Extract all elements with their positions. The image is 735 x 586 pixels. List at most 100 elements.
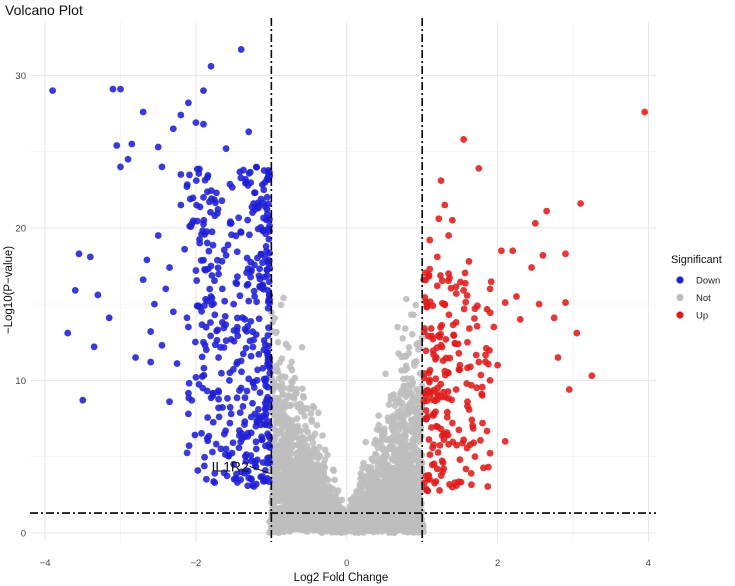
up-point bbox=[477, 436, 484, 444]
not-point bbox=[406, 401, 413, 408]
not-point bbox=[394, 323, 401, 331]
down-point bbox=[240, 166, 247, 174]
down-point bbox=[198, 321, 206, 329]
down-point bbox=[257, 251, 265, 258]
x-tick-label: 2 bbox=[495, 558, 500, 569]
not-point bbox=[403, 390, 411, 398]
not-point bbox=[402, 479, 409, 487]
down-point bbox=[256, 283, 264, 290]
not-point bbox=[377, 461, 384, 468]
down-point bbox=[242, 344, 250, 352]
not-point bbox=[382, 519, 390, 527]
down-point bbox=[264, 383, 272, 391]
down-point bbox=[184, 410, 192, 418]
down-point bbox=[222, 321, 230, 329]
not-point bbox=[320, 468, 327, 476]
not-point bbox=[297, 465, 305, 473]
legend: Significant Down Not Up bbox=[671, 254, 722, 322]
down-point bbox=[265, 176, 272, 184]
down-point bbox=[151, 300, 158, 308]
not-point bbox=[293, 401, 300, 408]
down-point bbox=[185, 442, 193, 450]
down-point bbox=[195, 170, 203, 177]
down-point bbox=[173, 360, 181, 367]
not-point bbox=[281, 453, 288, 461]
down-point bbox=[193, 302, 201, 310]
down-point bbox=[230, 460, 238, 468]
up-point bbox=[437, 323, 444, 331]
down-point bbox=[49, 87, 57, 95]
not-point bbox=[296, 499, 304, 506]
down-point bbox=[128, 140, 136, 148]
down-point bbox=[253, 456, 261, 464]
down-point bbox=[265, 324, 272, 332]
down-point bbox=[223, 472, 231, 480]
down-point bbox=[250, 384, 258, 391]
down-point bbox=[158, 163, 166, 171]
down-point bbox=[189, 217, 197, 225]
not-point bbox=[375, 527, 383, 535]
up-point bbox=[554, 354, 562, 361]
down-point bbox=[202, 295, 209, 303]
down-point bbox=[265, 432, 273, 440]
up-point bbox=[461, 269, 469, 277]
not-point bbox=[293, 457, 300, 464]
not-point bbox=[334, 487, 342, 494]
up-point bbox=[464, 398, 471, 406]
up-point bbox=[443, 429, 451, 436]
not-point bbox=[279, 515, 286, 522]
not-point bbox=[274, 338, 282, 346]
down-point bbox=[206, 285, 214, 293]
up-point bbox=[470, 439, 478, 447]
up-point bbox=[497, 247, 505, 255]
not-point bbox=[279, 391, 286, 398]
grid-lines bbox=[30, 22, 656, 542]
not-point bbox=[294, 452, 302, 459]
down-point bbox=[191, 338, 199, 346]
up-point bbox=[439, 357, 447, 364]
up-point bbox=[438, 343, 446, 351]
not-point bbox=[275, 383, 283, 391]
down-point bbox=[241, 421, 248, 428]
down-point bbox=[177, 171, 185, 178]
down-point bbox=[132, 354, 139, 361]
down-point bbox=[245, 297, 253, 305]
not-point bbox=[358, 472, 366, 479]
not-point bbox=[413, 498, 421, 505]
down-point bbox=[147, 358, 155, 366]
up-point bbox=[423, 397, 431, 405]
up-point bbox=[426, 390, 434, 398]
up-point bbox=[440, 465, 448, 473]
down-point bbox=[105, 314, 113, 322]
not-point bbox=[377, 427, 385, 435]
down-point bbox=[236, 292, 244, 300]
not-point bbox=[365, 499, 373, 507]
down-point bbox=[244, 216, 252, 224]
not-point bbox=[408, 330, 416, 338]
not-point bbox=[405, 344, 413, 351]
down-point bbox=[200, 193, 207, 201]
not-point bbox=[394, 469, 402, 477]
up-point bbox=[450, 332, 458, 339]
not-point bbox=[396, 492, 404, 500]
up-point bbox=[531, 219, 539, 227]
up-point bbox=[429, 444, 436, 452]
down-point bbox=[264, 459, 271, 467]
not-point bbox=[330, 467, 338, 474]
legend-label-not: Not bbox=[696, 293, 711, 304]
down-point bbox=[201, 453, 208, 461]
down-point bbox=[205, 432, 213, 440]
up-point bbox=[588, 372, 596, 380]
not-point bbox=[284, 481, 291, 489]
not-point bbox=[390, 487, 398, 494]
down-point bbox=[229, 366, 237, 373]
y-axis-title: −Log10(P−value) bbox=[3, 246, 15, 334]
not-point bbox=[415, 346, 422, 353]
not-point bbox=[270, 506, 278, 513]
not-point bbox=[305, 451, 313, 458]
down-point bbox=[264, 332, 272, 339]
not-point bbox=[287, 498, 295, 505]
not-point bbox=[409, 480, 416, 487]
down-point bbox=[219, 404, 226, 411]
not-point bbox=[355, 488, 363, 495]
